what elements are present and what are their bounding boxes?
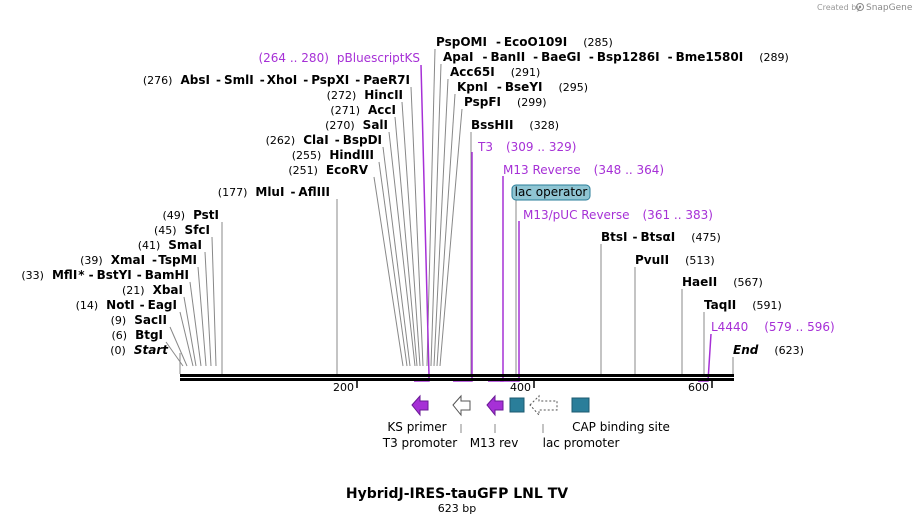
- connector-pspomi: [426, 48, 436, 367]
- map-length: 623 bp: [438, 502, 476, 515]
- site-btsi[interactable]: BtsI - BtsαI (475): [601, 230, 721, 244]
- connector-sfci: [211, 236, 217, 367]
- connector-pspfi: [439, 108, 463, 367]
- connector-mfli: [189, 281, 202, 367]
- site-sali[interactable]: (270) SalI: [325, 118, 388, 132]
- primer-m13rev[interactable]: M13 Reverse (348 .. 364): [503, 163, 664, 177]
- feature-label-m13-rev: M13 rev: [470, 436, 519, 450]
- site-haeii[interactable]: HaeII (567): [682, 275, 763, 289]
- site-hindiii[interactable]: (255) HindIII: [292, 148, 374, 162]
- connector-absi: [410, 86, 424, 367]
- feature-label-cap-site: CAP binding site: [572, 420, 670, 434]
- right-site-labels: PspOMI - EcoO109I (285) ApaI - BanII - BaeGI - Bs…: [436, 35, 835, 357]
- site-ecorv[interactable]: (251) EcoRV: [288, 163, 368, 177]
- connector-ecorv: [373, 176, 404, 367]
- ruler: 200 400 600: [333, 381, 713, 394]
- feature-leader-lines: [460, 424, 544, 433]
- connector-btgi: [165, 341, 184, 367]
- feature-label-lac-promoter: lac promoter: [543, 436, 620, 450]
- connector-sacii: [169, 326, 188, 367]
- primer-pbluescriptks[interactable]: (264 .. 280) pBluescriptKS: [258, 51, 420, 65]
- connector-sali: [388, 131, 416, 367]
- snapgene-brand: SnapGene: [866, 3, 913, 13]
- connector-hindiii: [378, 161, 408, 367]
- site-apai[interactable]: ApaI - BanII - BaeGI - Bsp1286I - Bme1580I (289): [443, 50, 789, 64]
- snapgene-logo-icon: [856, 3, 864, 11]
- site-hincii[interactable]: (272) HincII: [327, 88, 403, 102]
- primer-l4440[interactable]: L4440 (579 .. 596): [711, 320, 835, 334]
- primer-t3[interactable]: T3 (309 .. 329): [477, 140, 576, 154]
- feature-label-t3-promoter: T3 promoter: [382, 436, 458, 450]
- feature-track: KS primer T3 promoter M13 rev lac promot…: [382, 394, 670, 450]
- left-site-labels: (0) Start (6) BtgI (9) SacII (14) NotI - EagI …: [21, 51, 420, 357]
- site-mfli[interactable]: (33) MflI* - BstYI - BamHI: [21, 268, 189, 282]
- tick-label-400: 400: [510, 381, 531, 394]
- tick-label-600: 600: [688, 381, 709, 394]
- site-psti[interactable]: (49) PstI: [162, 208, 219, 222]
- site-absi[interactable]: (276) AbsI - SmlI - XhoI - PspXI - PaeR7I: [143, 73, 410, 87]
- primer-m13puc[interactable]: M13/pUC Reverse (361 .. 383): [523, 208, 713, 222]
- lac-promoter-arrow-icon[interactable]: [529, 394, 558, 417]
- tick-label-200: 200: [333, 381, 354, 394]
- site-kpni[interactable]: KpnI - BseYI (295): [457, 80, 588, 94]
- site-connectors: [165, 48, 734, 374]
- sequence-backbone: [180, 374, 734, 381]
- site-pspfi[interactable]: PspFI (299): [464, 95, 547, 109]
- connector-xbai: [183, 296, 197, 367]
- primer-m13rev-line: [488, 176, 504, 382]
- connector-apai: [430, 63, 442, 367]
- connector-smai: [204, 251, 212, 367]
- lac-operator-label: lac operator: [515, 185, 588, 199]
- connector-noti: [179, 311, 194, 367]
- ks-primer-arrow-icon[interactable]: [411, 394, 429, 417]
- connector-acc65i: [433, 78, 449, 367]
- site-sfci[interactable]: (45) SfcI: [154, 223, 210, 237]
- lac-operator-badge[interactable]: lac operator: [511, 184, 591, 201]
- site-sacii[interactable]: (9) SacII: [111, 313, 167, 327]
- site-taqii[interactable]: TaqII (591): [704, 298, 782, 312]
- feature-label-ks-primer: KS primer: [387, 420, 446, 434]
- site-clai[interactable]: (262) ClaI - BspDI: [266, 133, 382, 147]
- site-xbai[interactable]: (21) XbaI: [122, 283, 183, 297]
- connector-hincii: [401, 101, 421, 367]
- site-btgi[interactable]: (6) BtgI: [111, 328, 163, 342]
- connector-xmai: [197, 266, 207, 367]
- site-pvuii[interactable]: PvuII (513): [635, 253, 715, 267]
- backbone-top-strand: [180, 374, 734, 377]
- site-bsshii[interactable]: BssHII (328): [471, 118, 559, 132]
- primer-connectors: [414, 64, 712, 382]
- t3-promoter-arrow-icon[interactable]: [452, 394, 471, 417]
- connector-clai: [382, 146, 411, 367]
- backbone-bottom-strand: [180, 378, 734, 381]
- m13-rev-arrow-icon[interactable]: [486, 394, 504, 417]
- site-noti[interactable]: (14) NotI - EagI: [76, 298, 177, 312]
- site-mlui[interactable]: (177) MluI - AflIII: [218, 185, 330, 199]
- lac-operator-box-icon[interactable]: [509, 397, 525, 413]
- map-title: HybridJ-IRES-tauGFP LNL TV: [346, 486, 568, 502]
- site-start[interactable]: (0) Start: [110, 343, 169, 357]
- site-smai[interactable]: (41) SmaI: [138, 238, 202, 252]
- site-acc65i[interactable]: Acc65I (291): [450, 65, 540, 79]
- connector-kpni: [436, 93, 456, 367]
- created-by-text: Created by: [817, 3, 861, 12]
- site-xmai[interactable]: (39) XmaI - TspMI: [80, 253, 197, 267]
- cap-site-box-icon[interactable]: [571, 397, 590, 413]
- site-pspomi[interactable]: PspOMI - EcoO109I (285): [436, 35, 613, 49]
- site-acci[interactable]: (271) AccI: [330, 103, 396, 117]
- site-end[interactable]: End (623): [733, 343, 804, 357]
- connector-acci: [394, 116, 418, 367]
- lac-operator-badge-bg: [511, 184, 591, 201]
